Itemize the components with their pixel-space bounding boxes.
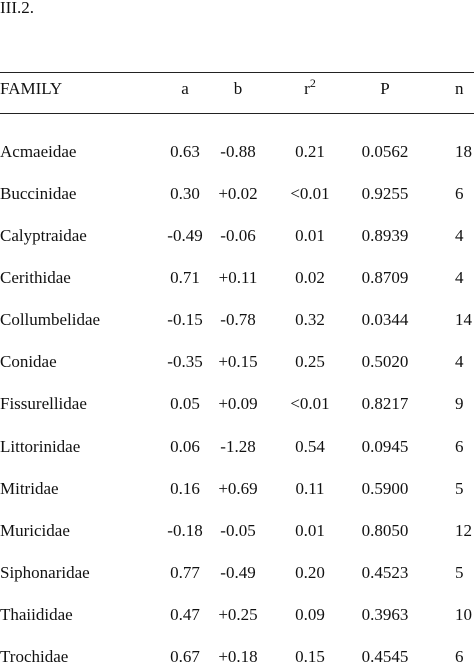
top-rule xyxy=(0,72,474,73)
cell-r2: 0.15 xyxy=(295,646,325,666)
heading: III.2. xyxy=(0,0,34,17)
cell-b: -1.28 xyxy=(220,436,256,456)
cell-family: Mitridae xyxy=(0,478,59,498)
cell-n: 4 xyxy=(455,268,464,288)
header-rule xyxy=(0,113,474,114)
cell-b: -0.78 xyxy=(220,310,256,330)
cell-p: 0.4523 xyxy=(361,562,409,582)
cell-n: 12 xyxy=(455,520,472,540)
cell-p: 0.5900 xyxy=(361,478,409,498)
cell-n: 4 xyxy=(455,352,464,372)
cell-n: 5 xyxy=(455,562,464,582)
header-n: n xyxy=(455,79,464,98)
cell-b: -0.49 xyxy=(220,562,256,582)
cell-a: 0.67 xyxy=(170,646,200,666)
header-sup: 2 xyxy=(309,76,316,90)
cell-b: +0.09 xyxy=(218,394,258,414)
cell-p: 0.5020 xyxy=(361,352,409,372)
cell-p: 0.0562 xyxy=(361,142,409,161)
header-text: r xyxy=(304,79,310,98)
cell-family: Thaiididae xyxy=(0,604,73,624)
cell-p: 0.3963 xyxy=(361,604,409,624)
cell-a: 0.30 xyxy=(170,184,200,204)
cell-p: 0.9255 xyxy=(361,184,409,204)
cell-r2: 0.32 xyxy=(295,310,325,330)
cell-n: 4 xyxy=(455,226,464,246)
cell-r2: 0.09 xyxy=(295,604,325,624)
cell-n: 18 xyxy=(455,142,472,161)
cell-a: -0.49 xyxy=(167,226,203,246)
cell-a: -0.18 xyxy=(167,520,203,540)
cell-a: 0.05 xyxy=(170,394,200,414)
cell-b: -0.05 xyxy=(220,520,256,540)
cell-family: Muricidae xyxy=(0,520,70,540)
cell-r2: <0.01 xyxy=(290,184,330,204)
cell-b: -0.06 xyxy=(220,226,256,246)
cell-r2: 0.01 xyxy=(295,520,325,540)
cell-family: Acmaeidae xyxy=(0,142,77,161)
cell-b: +0.18 xyxy=(218,646,258,666)
cell-family: Cerithidae xyxy=(0,268,71,288)
cell-a: 0.16 xyxy=(170,478,200,498)
cell-b: -0.88 xyxy=(220,142,256,161)
cell-r2: 0.25 xyxy=(295,352,325,372)
cell-family: Collumbelidae xyxy=(0,310,101,330)
cell-n: 9 xyxy=(455,394,464,414)
cell-a: 0.06 xyxy=(170,436,200,456)
cell-r2: 0.20 xyxy=(295,562,325,582)
cell-n: 6 xyxy=(455,184,464,204)
header-family: FAMILY xyxy=(0,79,63,98)
cell-p: 0.4545 xyxy=(361,646,409,666)
cell-p: 0.0344 xyxy=(361,310,409,330)
cell-family: Siphonaridae xyxy=(0,562,90,582)
cell-a: -0.35 xyxy=(167,352,203,372)
cell-r2: <0.01 xyxy=(290,394,330,414)
cell-family: Trochidae xyxy=(0,646,69,666)
header-a: a xyxy=(181,79,189,98)
cell-b: +0.69 xyxy=(218,478,258,498)
cell-a: 0.77 xyxy=(170,562,200,582)
cell-r2: 0.11 xyxy=(295,478,325,498)
cell-n: 14 xyxy=(455,310,472,330)
header-b: b xyxy=(233,79,243,98)
cell-p: 0.0945 xyxy=(361,436,409,456)
cell-n: 10 xyxy=(455,604,472,624)
cell-family: Fissurellidae xyxy=(0,394,87,414)
cell-p: 0.8939 xyxy=(361,226,409,246)
cell-r2: 0.01 xyxy=(295,226,325,246)
cell-b: +0.25 xyxy=(218,604,258,624)
cell-b: +0.02 xyxy=(218,184,258,204)
cell-family: Littorinidae xyxy=(0,436,81,456)
cell-a: 0.63 xyxy=(170,142,200,161)
cell-family: Calyptraidae xyxy=(0,226,87,246)
cell-a: 0.71 xyxy=(170,268,200,288)
cell-r2: 0.54 xyxy=(295,436,325,456)
cell-a: 0.47 xyxy=(170,604,200,624)
header-p: P xyxy=(380,79,390,98)
cell-p: 0.8709 xyxy=(361,268,409,288)
cell-n: 6 xyxy=(455,646,464,666)
cell-n: 6 xyxy=(455,436,464,456)
cell-a: -0.15 xyxy=(167,310,203,330)
cell-p: 0.8050 xyxy=(361,520,409,540)
header-r2: r2 xyxy=(304,76,316,99)
cell-r2: 0.21 xyxy=(295,142,325,161)
cell-b: +0.15 xyxy=(218,352,258,372)
cell-n: 5 xyxy=(455,478,464,498)
cell-r2: 0.02 xyxy=(295,268,325,288)
cell-family: Conidae xyxy=(0,352,57,372)
cell-family: Buccinidae xyxy=(0,184,77,204)
cell-p: 0.8217 xyxy=(361,394,409,414)
cell-b: +0.11 xyxy=(218,268,258,288)
